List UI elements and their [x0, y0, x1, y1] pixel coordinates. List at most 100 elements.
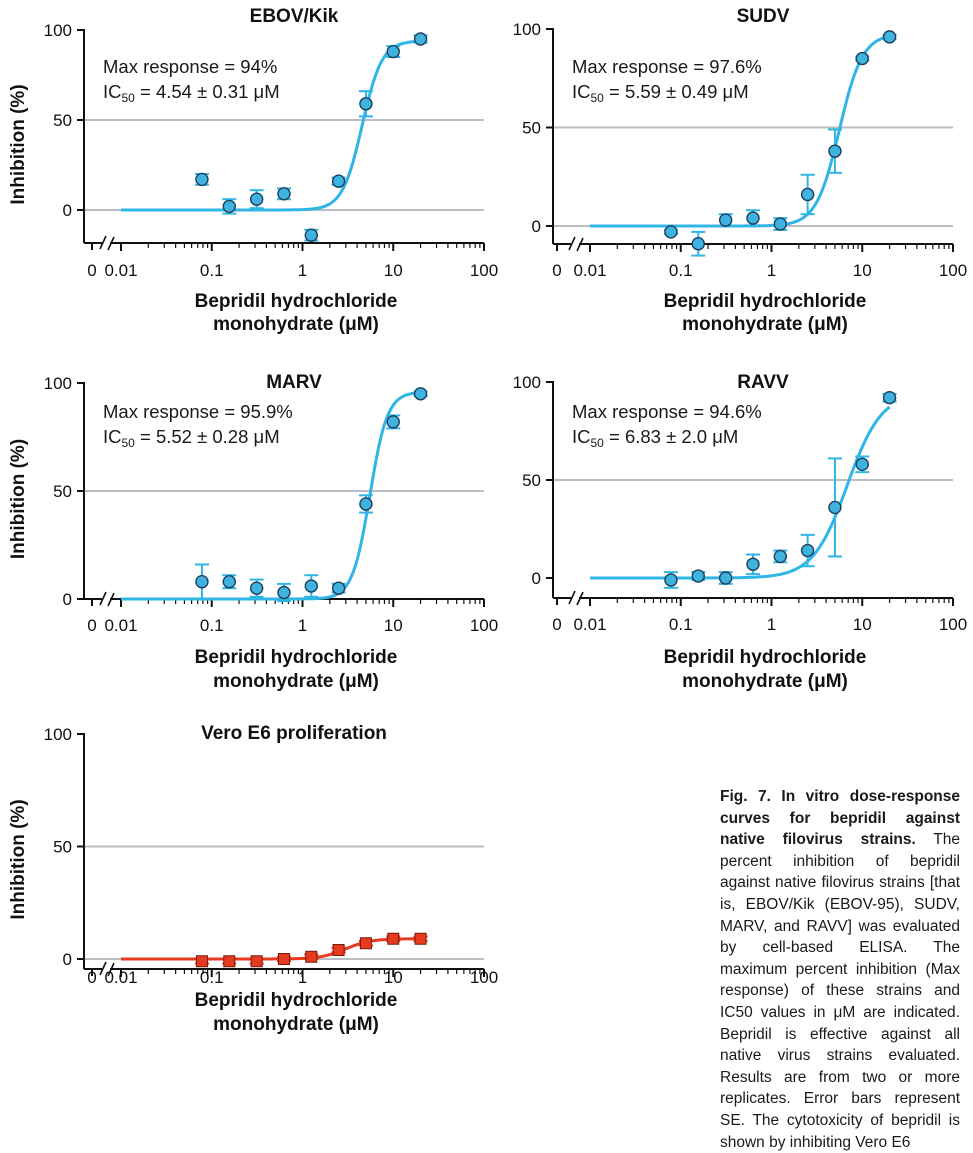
x-tick-label: 0.01: [104, 968, 137, 987]
chart-panel-4: 0 50 100 0 0.01 0.1 1 10 100 Bepridil hydrochlori…: [513, 372, 968, 692]
chart-panel-3: 0 50 100 0 0.01 0.1 1 10 100 Bepridil hydrochlori…: [8, 372, 498, 692]
data-point: [855, 457, 869, 472]
chart-panel-2: 0 50 100 0 0.01 0.1 1 10 100 Bepridil hydrochlori…: [513, 6, 968, 335]
fit-curve: [121, 937, 421, 961]
axis-break: [99, 235, 115, 251]
ic50-value: = 5.59 ± 0.49 μM: [604, 81, 749, 102]
data-point: [387, 932, 400, 945]
chart-title: SUDV: [737, 6, 790, 27]
y-tick-label: 100: [44, 21, 72, 40]
x-axis-label: Bepridil hydrochloride: [195, 291, 398, 312]
y-tick-label: 50: [53, 838, 72, 857]
x-tick-label: 100: [939, 261, 967, 280]
figure-caption: Fig. 7. In vitro dose-response curves fo…: [720, 786, 960, 1153]
data-point: [304, 228, 318, 242]
y-axis-label: Inhibition (%): [8, 84, 29, 204]
y-axis-label: Inhibition (%): [8, 799, 29, 919]
x-tick-label: 0: [552, 261, 561, 280]
y-tick-label: 0: [63, 950, 72, 969]
x-axis-label: Bepridil hydrochloride: [664, 291, 867, 312]
y-tick-label: 100: [44, 374, 72, 393]
x-tick-label: 0: [87, 616, 96, 635]
x-tick-label: 100: [470, 261, 498, 280]
chart-title: EBOV/Kik: [250, 6, 339, 27]
data-point: [773, 549, 787, 564]
ic50-value: = 4.54 ± 0.31 μM: [135, 81, 280, 102]
data-point: [800, 187, 815, 202]
y-tick-label: 100: [513, 373, 541, 392]
chart-title: Vero E6 proliferation: [201, 723, 387, 744]
y-tick-label: 100: [44, 725, 72, 744]
y-tick-label: 0: [532, 217, 541, 236]
data-point: [359, 937, 372, 950]
data-point: [414, 932, 427, 945]
x-axis-label: monohydrate (μM): [213, 671, 379, 692]
data-point: [331, 581, 346, 595]
ic50-subscript: 50: [591, 436, 605, 450]
x-axis-label: monohydrate (μM): [682, 314, 848, 335]
data-point: [413, 32, 428, 46]
y-tick-label: 50: [53, 111, 72, 130]
ic50-label: IC50 = 5.52 ± 0.28 μM: [103, 426, 280, 450]
data-point: [882, 390, 897, 405]
data-point: [249, 192, 264, 206]
data-point: [746, 211, 760, 225]
data-point: [250, 955, 263, 968]
data-point: [773, 217, 787, 231]
x-tick-label: 0.1: [669, 261, 693, 280]
data-point: [828, 500, 842, 515]
x-tick-label: 1: [767, 615, 776, 634]
data-point: [828, 144, 842, 158]
data-point: [718, 213, 733, 227]
x-tick-label: 1: [298, 616, 307, 635]
chart-panel-1: 0 50 100 0 0.01 0.1 1 10 100 Bepridil hydrochlori…: [8, 6, 498, 335]
x-axis-label: monohydrate (μM): [213, 314, 379, 335]
data-point: [304, 579, 318, 593]
data-point: [386, 415, 400, 429]
x-tick-label: 0.01: [104, 261, 137, 280]
x-tick-label: 0.1: [200, 261, 224, 280]
chart-panel-5: 0 50 100 0 0.01 0.1 1 10 100 Bepridil hydrochlori…: [8, 723, 498, 1035]
data-point: [332, 944, 345, 956]
data-point: [331, 174, 346, 188]
x-tick-label: 100: [939, 615, 967, 634]
ic50-value: = 5.52 ± 0.28 μM: [135, 426, 280, 447]
y-tick-label: 0: [63, 201, 72, 220]
data-point: [691, 569, 705, 583]
axis-break: [99, 591, 115, 607]
x-tick-label: 0.01: [573, 261, 606, 280]
ic50-subscript: 50: [122, 91, 136, 105]
x-tick-label: 1: [767, 261, 776, 280]
max-response-label: Max response = 94.6%: [572, 401, 762, 422]
data-point: [691, 237, 705, 251]
x-tick-label: 10: [853, 615, 872, 634]
data-point: [800, 543, 815, 558]
data-point: [249, 581, 264, 595]
data-point: [855, 51, 869, 66]
x-tick-label: 1: [298, 261, 307, 280]
x-axis-label: Bepridil hydrochloride: [195, 647, 398, 668]
x-tick-label: 0: [87, 261, 96, 280]
ic50-subscript: 50: [591, 91, 605, 105]
data-point: [277, 585, 291, 600]
caption-title: Fig. 7. In vitro dose-response curves fo…: [720, 788, 960, 849]
y-axis-label: Inhibition (%): [8, 439, 29, 559]
data-point: [718, 571, 733, 585]
ic50-prefix: IC: [572, 81, 591, 102]
x-axis-label: monohydrate (μM): [682, 671, 848, 692]
data-point: [223, 955, 236, 968]
max-response-label: Max response = 94%: [103, 56, 277, 77]
ic50-prefix: IC: [103, 81, 122, 102]
data-point: [413, 387, 428, 401]
chart-title: RAVV: [737, 372, 789, 393]
x-tick-label: 0.01: [573, 615, 606, 634]
data-point: [746, 557, 760, 571]
ic50-label: IC50 = 4.54 ± 0.31 μM: [103, 81, 280, 105]
data-point: [222, 575, 236, 589]
x-axis-label: Bepridil hydrochloride: [664, 647, 867, 668]
caption-body: The percent inhibition of bepridil again…: [720, 831, 960, 1151]
y-tick-label: 100: [513, 20, 541, 39]
data-point: [664, 573, 678, 587]
data-point: [882, 30, 897, 44]
